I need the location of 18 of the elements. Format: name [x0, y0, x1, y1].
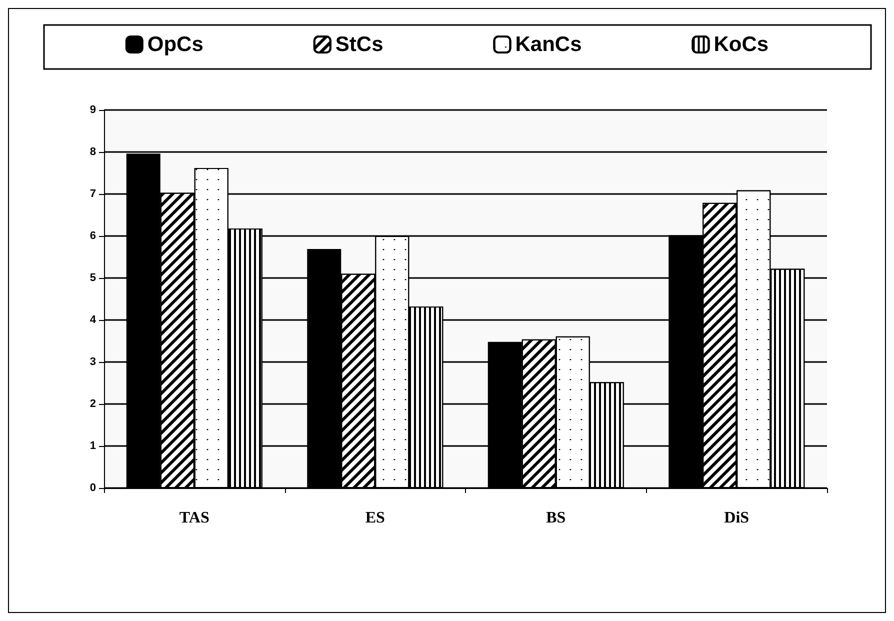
x-tick-label: DiS	[724, 510, 750, 526]
x-tick-label: ES	[365, 510, 386, 526]
y-tick-label: 6	[90, 230, 96, 242]
y-tick-label: 8	[90, 146, 96, 158]
y-tick-label: 9	[90, 104, 96, 116]
y-tick-label: 7	[90, 188, 96, 200]
y-tick-label: 2	[90, 398, 96, 410]
y-tick-label: 5	[90, 272, 96, 284]
y-tick-label: 0	[90, 482, 96, 494]
legend-label: StCs	[335, 33, 384, 56]
y-tick-label: 1	[90, 440, 96, 452]
y-tick-label: 4	[90, 314, 97, 326]
x-tick-label: TAS	[179, 510, 210, 526]
legend-label: OpCs	[147, 33, 204, 56]
legend-label: KoCs	[714, 33, 769, 56]
y-tick-label: 3	[90, 356, 96, 368]
legend-label: KanCs	[515, 33, 582, 56]
x-tick-label: BS	[546, 510, 566, 526]
